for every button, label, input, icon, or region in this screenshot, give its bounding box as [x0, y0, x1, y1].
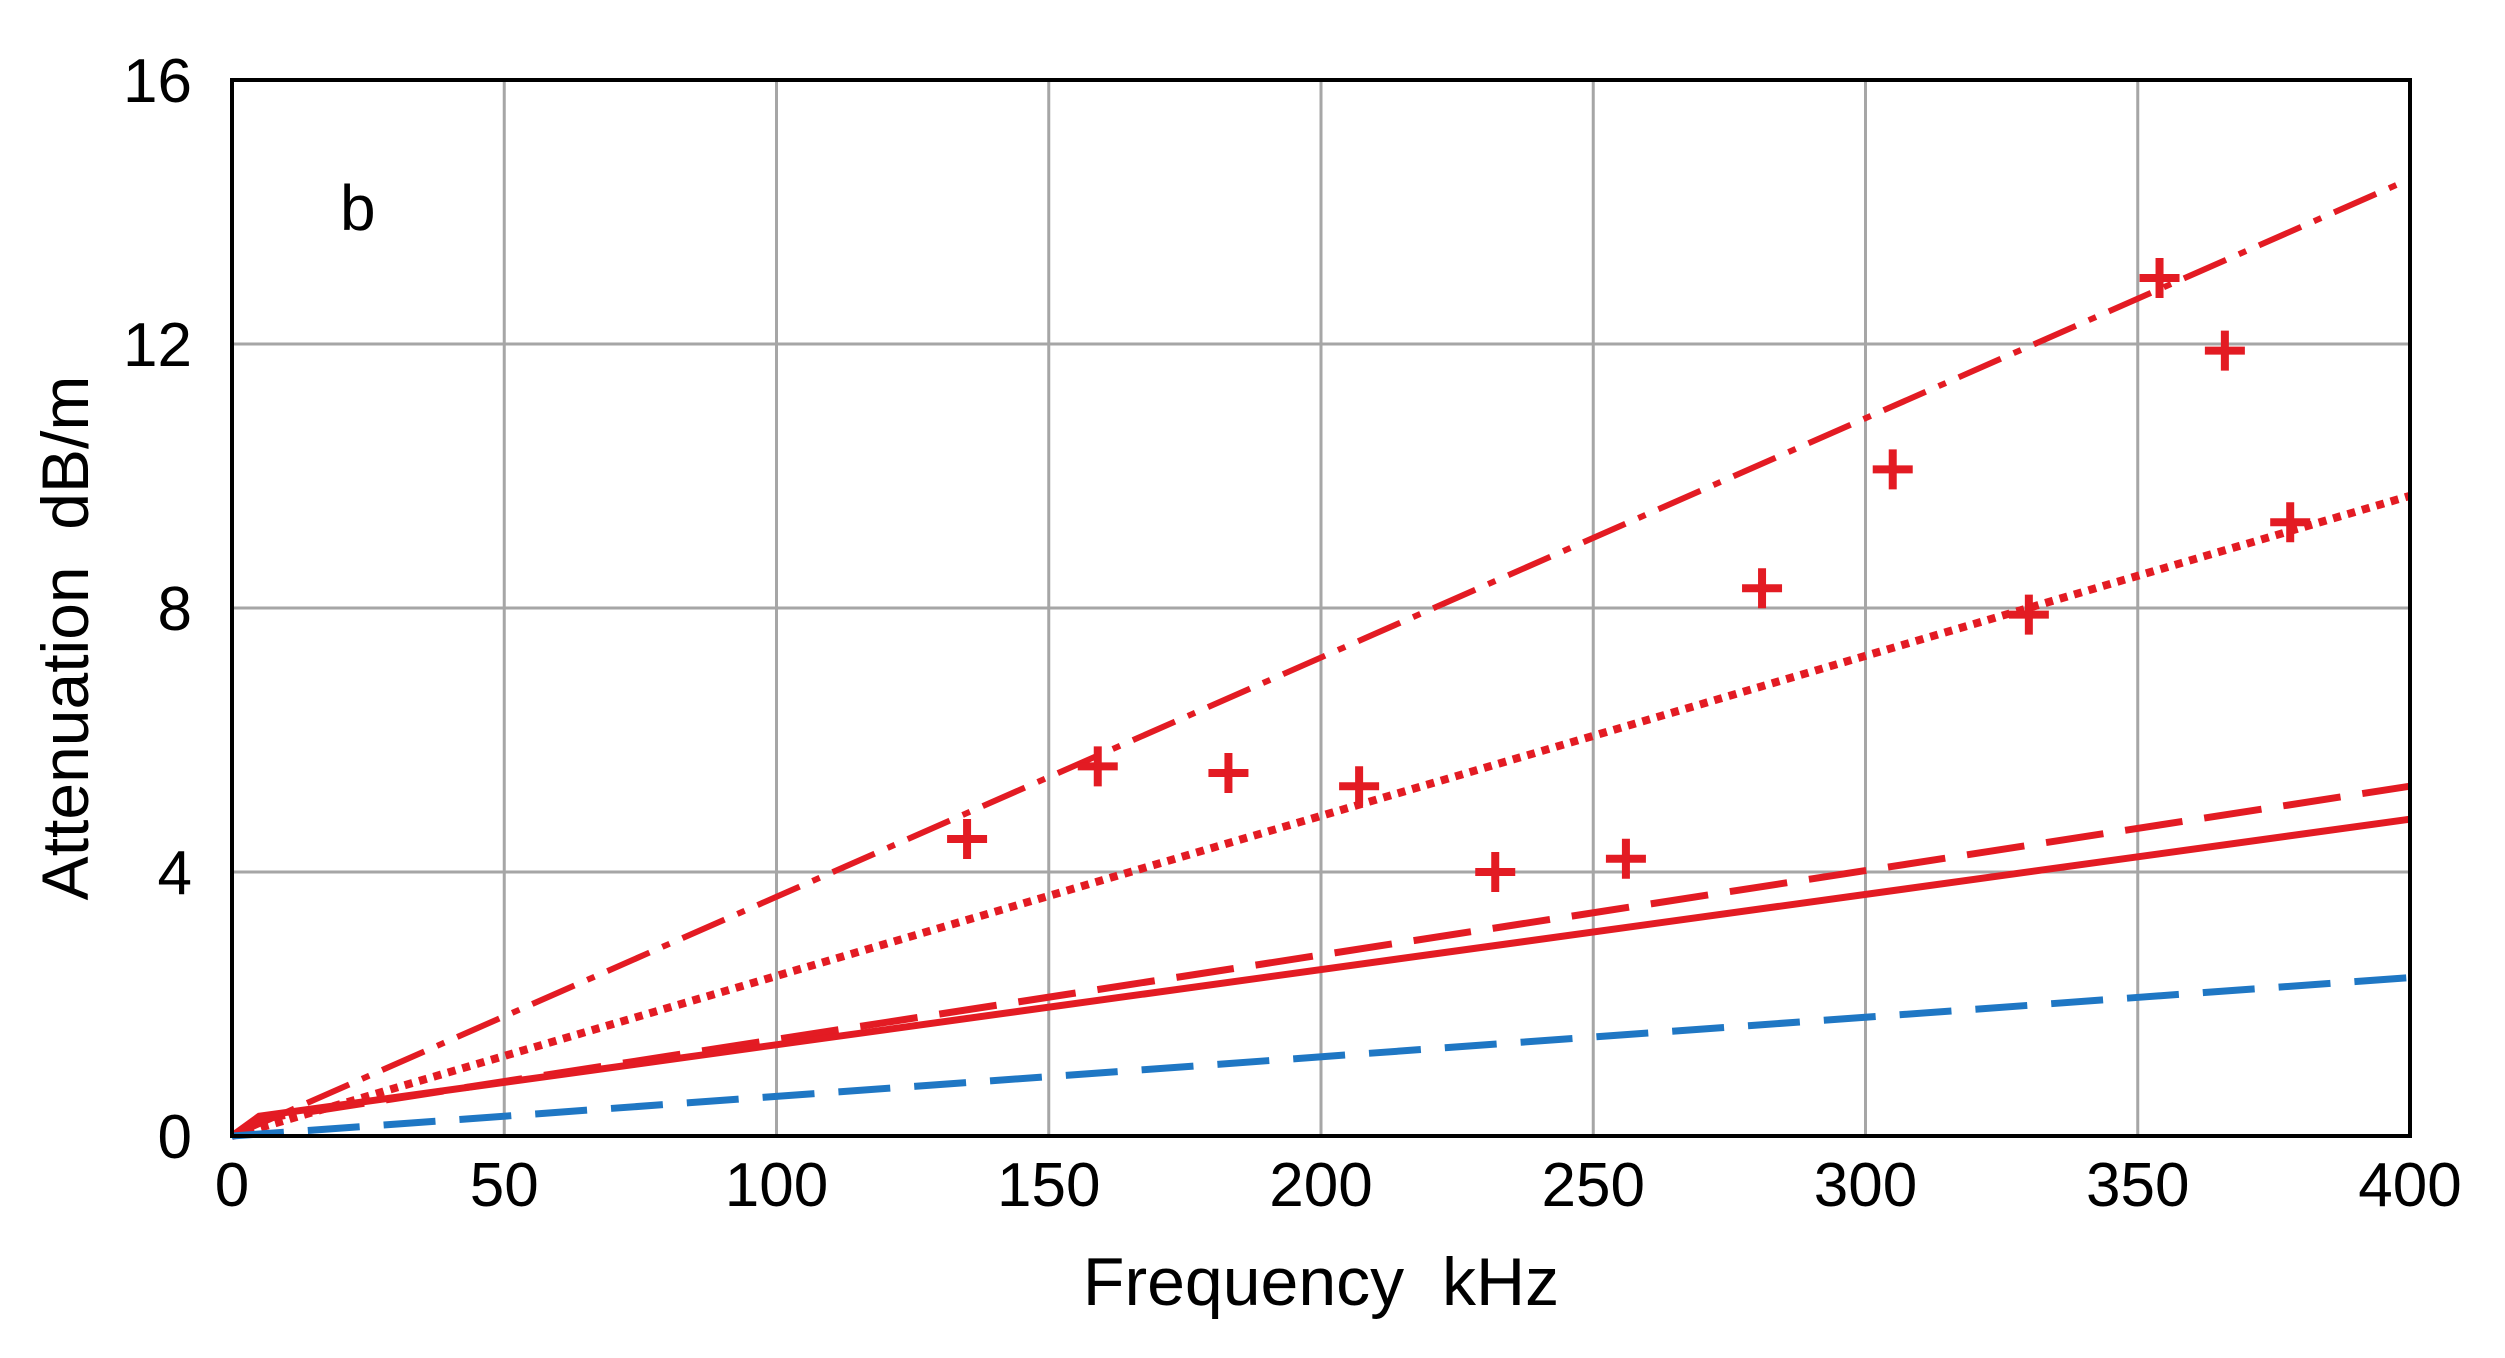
x-tick-label-0: 0 [215, 1151, 249, 1220]
series-line-0-dashdot [230, 176, 2412, 1139]
x-tick-label-250: 250 [1542, 1151, 1645, 1220]
x-tick-label-200: 200 [1269, 1151, 1372, 1220]
data-point-5 [1605, 838, 1646, 879]
plot-frame [230, 78, 2412, 1138]
data-point-8 [2008, 594, 2049, 635]
tick-labels: 0 50 100 150 200 250 300 350 400 0 4 8 12 16 [123, 47, 2462, 1220]
data-point-10 [2204, 330, 2245, 371]
x-tick-label-350: 350 [2086, 1151, 2189, 1220]
x-tick-label-400: 400 [2358, 1151, 2461, 1220]
plot-border [230, 78, 2412, 1138]
x-tick-label-100: 100 [725, 1151, 828, 1220]
series-group [229, 176, 2412, 1140]
grid [230, 78, 2412, 1138]
data-point-7 [1872, 449, 1913, 490]
x-tick-label-300: 300 [1814, 1151, 1917, 1220]
panel-label: b [340, 172, 376, 244]
scatter-group [947, 258, 2311, 892]
data-point-9 [2139, 258, 2180, 298]
data-point-2 [1208, 753, 1249, 793]
y-tick-label-8: 8 [158, 575, 192, 644]
y-axis-title: Attenuation dB/m [28, 376, 102, 901]
y-tick-label-0: 0 [158, 1103, 192, 1172]
x-axis-title: Frequency kHz [1083, 1244, 1559, 1320]
data-point-0 [947, 819, 988, 859]
series-line-3-solid [229, 815, 2411, 1139]
y-tick-label-16: 16 [123, 47, 192, 116]
x-tick-label-50: 50 [470, 1151, 539, 1220]
x-tick-label-150: 150 [997, 1151, 1100, 1220]
y-tick-label-12: 12 [123, 311, 192, 380]
data-point-1 [1077, 746, 1118, 787]
data-point-4 [1475, 852, 1516, 892]
data-point-11 [2270, 502, 2311, 543]
series-line-1-dotted [230, 491, 2412, 1140]
data-point-6 [1742, 568, 1783, 609]
data-point-3 [1339, 766, 1380, 807]
y-tick-label-4: 4 [158, 839, 192, 908]
series-line-4-dashed [231, 974, 2411, 1140]
